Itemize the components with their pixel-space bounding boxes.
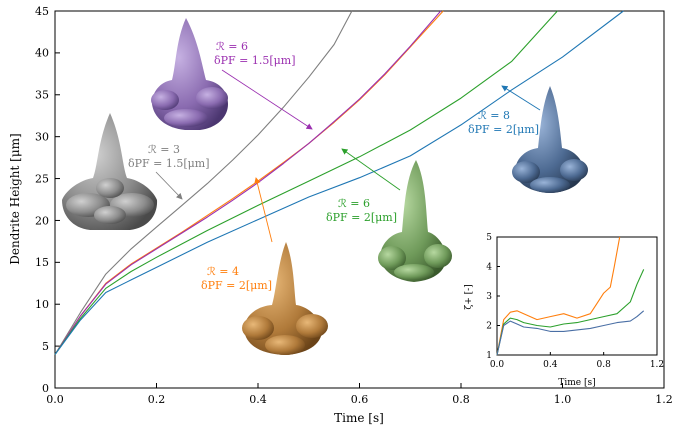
inset-y-axis-label: ζ+ [-] [464, 284, 474, 309]
main-series [54, 10, 624, 355]
inset-series-line-1 [496, 269, 645, 356]
main-series-line-4 [54, 10, 624, 355]
inset-x-tick-label: 0.4 [543, 360, 558, 370]
main-y-tick-label: 15 [35, 256, 49, 269]
dendrite-render-purple [151, 18, 228, 130]
annotation-r3-d15-line1: ℛ = 3 [148, 143, 180, 156]
main-y-tick-label: 40 [35, 47, 49, 60]
inset-x-tick-label: 0.8 [597, 360, 612, 370]
inset-x-tick-label: 1.2 [650, 360, 664, 370]
main-y-tick-label: 10 [35, 298, 49, 311]
annotation-r6-d15-line2: δPF = 1.5[μm] [214, 54, 296, 67]
main-series-line-0 [54, 10, 353, 355]
annotation-r6-d2-line1: ℛ = 6 [338, 197, 370, 210]
annotation-r8-d2-line1: ℛ = 8 [478, 109, 510, 122]
main-x-tick-label: 0.0 [46, 393, 64, 406]
annotation-r4-d2-line1: ℛ = 4 [207, 265, 239, 278]
main-series-line-2 [54, 10, 442, 355]
main-x-tick-label: 0.8 [452, 393, 470, 406]
y-axis-label: Dendrite Height [μm] [8, 133, 22, 264]
inset-x-axis-label: Time [s] [558, 378, 595, 388]
inset-series-line-0 [496, 236, 621, 356]
inset-y-tick-label: 3 [486, 292, 492, 302]
inset-y-tick-label: 2 [486, 322, 492, 332]
annotation-r4-d2-line2: δPF = 2[μm] [201, 279, 272, 292]
dendrite-render-green [378, 160, 452, 282]
annotation-r6-d2: ℛ = 6 δPF = 2[μm] [326, 148, 401, 224]
x-axis-label: Time [s] [334, 411, 384, 425]
main-series-line-1 [54, 10, 444, 355]
main-y-tick-label: 35 [35, 89, 49, 102]
inset-ticks: 0.0 0.4 0.8 1.2 1 2 3 4 5 [486, 233, 664, 370]
annotation-r3-d15: ℛ = 3 δPF = 1.5[μm] [128, 143, 210, 200]
annotation-r3-d15-line2: δPF = 1.5[μm] [128, 157, 210, 170]
main-y-tick-label: 0 [42, 382, 49, 395]
annotation-r8-d2: ℛ = 8 δPF = 2[μm] [468, 85, 541, 136]
main-x-tick-label: 1.0 [554, 393, 572, 406]
main-x-tick-label: 0.2 [148, 393, 166, 406]
annotation-r6-d15: ℛ = 6 δPF = 1.5[μm] [214, 40, 313, 130]
dendrite-render-blue [512, 86, 588, 193]
inset-series-line-2 [496, 310, 645, 356]
main-y-tick-label: 45 [35, 5, 49, 18]
inset-y-tick-label: 5 [486, 233, 492, 243]
main-x-tick-label: 1.2 [655, 393, 673, 406]
dendrite-render-gray [62, 113, 158, 230]
inset-series [496, 236, 645, 356]
annotation-r4-d2: ℛ = 4 δPF = 2[μm] [201, 177, 273, 292]
main-y-tick-label: 25 [35, 172, 49, 185]
inset-y-tick-label: 1 [486, 351, 492, 361]
annotation-r6-d2-line2: δPF = 2[μm] [326, 211, 397, 224]
main-x-tick-label: 0.6 [351, 393, 369, 406]
main-y-tick-label: 20 [35, 214, 49, 227]
inset-plot-frame [496, 236, 658, 356]
dendrite-render-orange [242, 242, 328, 355]
main-series-line-3 [54, 10, 558, 355]
main-x-tick-label: 0.4 [249, 393, 267, 406]
inset-y-tick-label: 4 [486, 263, 492, 273]
main-y-tick-label: 5 [42, 340, 49, 353]
main-y-tick-label: 30 [35, 131, 49, 144]
annotation-r6-d15-line1: ℛ = 6 [216, 40, 248, 53]
annotation-r8-d2-line2: δPF = 2[μm] [468, 123, 539, 136]
inset-x-tick-label: 0.0 [490, 360, 505, 370]
